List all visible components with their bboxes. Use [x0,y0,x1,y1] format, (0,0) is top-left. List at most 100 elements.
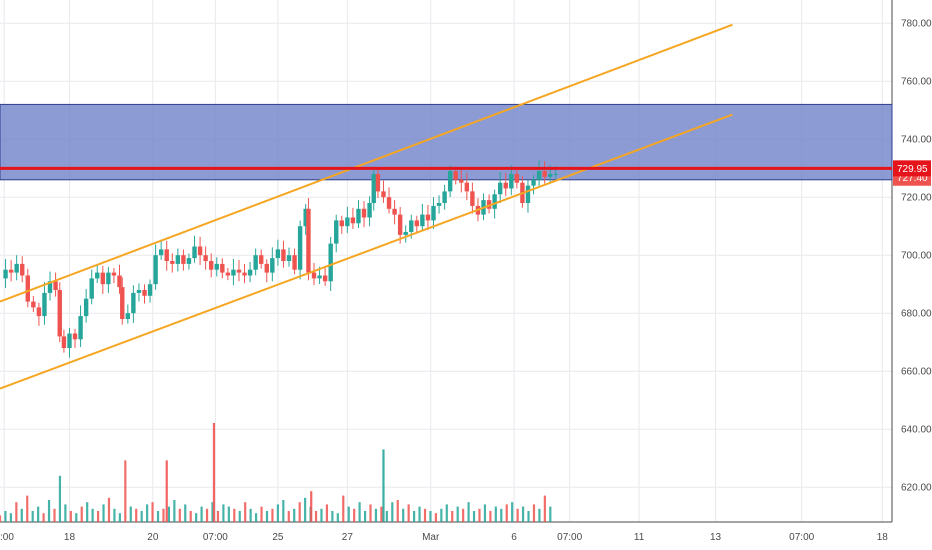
candle-body [356,208,361,224]
volume-bar [412,511,416,522]
candle-body [447,171,453,192]
volume-bar [516,508,519,522]
volume-bar [96,511,100,522]
candle-body [170,261,175,264]
candle-body [548,174,553,177]
volume-bar [521,506,525,522]
x-tick-label: 07:00 [789,532,814,543]
volume-bar [129,506,132,522]
volume-bar [445,504,448,522]
candle-body [120,287,125,319]
candle-body [492,194,497,209]
candle-body [264,263,269,273]
volume-bar [37,506,40,522]
candle-body [20,263,25,276]
volume-bar [451,511,454,522]
volume-bar [216,511,220,522]
candle-body [247,269,253,276]
x-tick-label: 6:00 [0,532,14,543]
candle-body [78,316,83,340]
x-tick-label: Mar [422,532,440,543]
volume-bar [396,500,399,522]
volume-bar [151,502,154,522]
volume-bar [314,511,318,522]
candle-body [459,179,464,183]
y-tick-label: 700.00 [901,251,932,262]
volume-bar [140,511,143,522]
candle-body [464,182,470,192]
candle-body [381,191,386,198]
volume-bar [462,508,465,522]
candle-body [525,185,531,203]
candle-body [3,269,8,279]
volume-bar [42,513,45,522]
volume-bar [80,506,83,522]
candle-body [8,269,14,273]
volume-bar [456,506,459,522]
candle-body [322,275,328,282]
volume-bar [102,504,105,522]
volume-bar [505,504,508,522]
candle-body [220,263,225,273]
volume-bar [113,508,116,522]
volume-bar [336,513,339,522]
volume-bar [347,506,350,522]
volume-bar [407,504,410,522]
volume-bar [249,508,252,522]
candle-body [281,249,286,261]
candle-body [470,191,475,206]
candle-body [420,214,425,227]
volume-bar [532,504,536,522]
y-tick-label: 640.00 [901,425,932,436]
volume-bar [293,508,296,522]
candle-body [328,243,333,282]
candle-body [553,174,558,175]
y-tick-label: 680.00 [901,309,932,320]
candle-body [136,290,142,293]
volume-bar [156,511,160,522]
y-tick-label: 620.00 [901,483,932,494]
candle-body [242,272,247,276]
candle-body [350,217,356,224]
volume-bar [440,508,443,522]
volume-bar [549,506,552,522]
volume-bar [287,511,290,522]
candle-body [275,249,281,259]
candle-body [89,278,94,299]
candle-body [442,191,447,203]
volume-bar [478,508,481,522]
volume-bar [331,511,334,522]
volume-bar [124,460,127,522]
candle-body [72,333,78,340]
x-tick-label: 6 [511,532,517,543]
volume-bar-spike [310,491,313,522]
volume-bar [4,511,7,522]
volume-bar [9,513,12,522]
volume-bar [167,506,171,522]
candle-body [203,255,208,261]
candle-body [14,263,19,273]
candle-body [425,214,431,221]
volume-bar [64,504,67,522]
x-tick-label: 13 [710,532,722,543]
candle-body [111,272,117,276]
candle-body [497,182,503,195]
candle-body [236,269,242,273]
candle-body [153,255,158,285]
candle-body [334,220,339,244]
volume-bar [385,511,388,522]
volume-bar [276,504,279,522]
volume-bar [244,502,247,522]
volume-bar-spike [212,423,216,522]
resistance-price-tag-bg [893,160,931,177]
candle-body [192,246,197,259]
y-tick-label: 780.00 [901,19,932,30]
volume-bar [146,504,149,522]
volume-bar [118,513,121,522]
candle-body [431,205,436,221]
candle-body [397,214,403,235]
candle-body [147,284,153,296]
volume-bar [320,508,323,522]
